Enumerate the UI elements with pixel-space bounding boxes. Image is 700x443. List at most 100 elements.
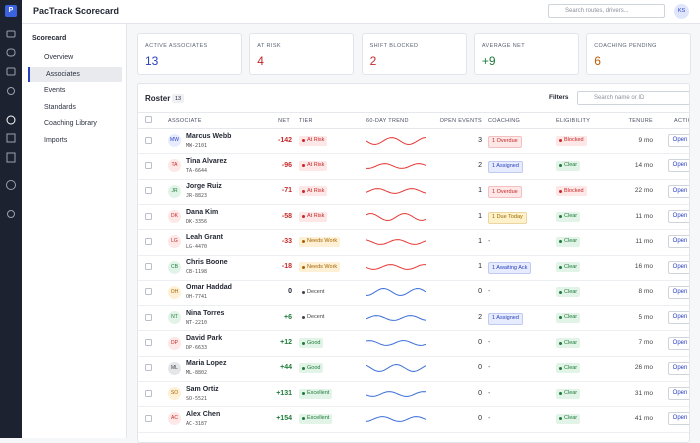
sparkline-path	[366, 238, 426, 245]
column-header: COACHING	[488, 118, 521, 124]
net-score: -58	[281, 212, 292, 220]
trend-sparkline	[366, 314, 426, 321]
open-events: 1	[478, 237, 482, 245]
open-button[interactable]: Open	[668, 387, 689, 401]
row-checkbox[interactable]	[145, 288, 152, 296]
row-divider	[138, 355, 689, 357]
select-all[interactable]	[145, 116, 152, 123]
nav-item[interactable]: Associates	[28, 66, 122, 82]
associate-name: David Park	[186, 335, 223, 342]
badge-dot	[302, 240, 305, 244]
nav-item[interactable]: Imports	[44, 136, 68, 144]
eligibility-badge: Clear	[556, 236, 581, 247]
column-header: ACTIONS	[674, 118, 689, 124]
row-checkbox[interactable]	[145, 237, 152, 245]
trend-sparkline	[366, 212, 426, 221]
associate-name: Chris Boone	[186, 259, 228, 267]
open-button[interactable]: Open	[668, 285, 689, 299]
trend-sparkline	[366, 238, 426, 245]
associate-name: Leah Grant	[186, 233, 223, 241]
nav-item[interactable]: Standards	[44, 103, 76, 111]
associate-id: SO-5521	[186, 395, 208, 402]
sparkline-path	[366, 188, 426, 195]
coaching-status: -	[488, 237, 491, 245]
badge-dot	[559, 341, 562, 345]
global-search[interactable]: Search routes, drivers...	[548, 4, 665, 18]
row-checkbox[interactable]	[145, 161, 152, 169]
associate-avatar: SO	[168, 387, 181, 401]
kpi-value: 2	[369, 54, 377, 68]
open-events: 1	[478, 187, 482, 195]
tier-badge: Excellent	[299, 413, 333, 424]
badge-dot	[559, 417, 562, 421]
roster-search[interactable]: Search name or ID	[577, 91, 689, 105]
associate-id: OH-7741	[186, 294, 208, 301]
open-button[interactable]: Open	[668, 311, 689, 325]
sparkline-path	[366, 136, 426, 145]
nav-item[interactable]: Overview	[44, 54, 74, 61]
net-score: +131	[276, 389, 292, 397]
open-events: 1	[478, 212, 482, 220]
row-divider	[138, 431, 689, 433]
kpi-label: ACTIVE ASSOCIATES	[145, 43, 208, 49]
row-checkbox[interactable]	[145, 212, 152, 220]
tenure: 22 mo	[634, 187, 653, 195]
eligibility-badge: Clear	[556, 338, 581, 348]
kpi-card: SHIFT BLOCKED 2	[361, 33, 467, 75]
open-button[interactable]: Open	[668, 260, 689, 274]
kpi-card: COACHING PENDING 6	[586, 33, 692, 75]
eligibility-badge: Clear	[556, 413, 581, 424]
filters-button[interactable]: Filters	[549, 94, 569, 101]
coaching-status: 1 Overdue	[488, 186, 522, 199]
badge-dot	[302, 341, 305, 345]
row-checkbox[interactable]	[145, 339, 152, 346]
open-events: 0	[478, 339, 482, 346]
row-checkbox[interactable]	[145, 187, 152, 195]
row-checkbox[interactable]	[145, 389, 152, 397]
nav-item[interactable]: Coaching Library	[44, 120, 97, 127]
associate-name: Jorge Ruiz	[186, 183, 222, 191]
associate-name: Sam Ortiz	[186, 385, 219, 393]
open-button[interactable]: Open	[668, 184, 689, 198]
associate-name: Alex Chen	[186, 410, 221, 418]
nav-item[interactable]: Events	[44, 87, 66, 94]
badge-dot	[302, 139, 305, 143]
associate-id: NT-2210	[186, 319, 208, 326]
kpi-card: AT RISK 4	[249, 33, 355, 75]
net-score: +12	[280, 339, 292, 346]
eligibility-badge: Blocked	[556, 186, 587, 197]
open-button[interactable]: Open	[668, 235, 689, 249]
coaching-status: -	[488, 339, 491, 346]
row-checkbox[interactable]	[145, 414, 152, 422]
kpi-label: SHIFT BLOCKED	[369, 43, 419, 49]
open-button[interactable]: Open	[668, 159, 689, 173]
app-sidebar: P	[0, 0, 22, 438]
column-header: ELIGIBILITY	[556, 118, 591, 124]
kpi-value: 6	[594, 54, 601, 68]
net-score: +6	[284, 313, 292, 321]
user-avatar[interactable]: KS	[674, 4, 689, 19]
kpi-value: +9	[481, 54, 496, 68]
associate-avatar: AC	[168, 412, 181, 426]
row-checkbox[interactable]	[145, 263, 152, 271]
open-button[interactable]: Open	[668, 336, 689, 350]
trend-sparkline	[366, 390, 426, 397]
row-divider	[138, 305, 689, 307]
badge-dot	[559, 392, 562, 396]
open-button[interactable]: Open	[668, 412, 689, 426]
open-button[interactable]: Open	[668, 210, 689, 223]
open-button[interactable]: Open	[668, 361, 689, 375]
open-button[interactable]: Open	[668, 134, 689, 148]
associate-name: Maria Lopez	[186, 360, 227, 368]
row-checkbox[interactable]	[145, 313, 152, 321]
coaching-status: 1 Overdue	[488, 135, 522, 148]
column-header: ASSOCIATE	[168, 118, 202, 124]
column-header: NET	[278, 118, 290, 124]
associate-name: Dana Kim	[186, 208, 219, 216]
sparkline-path	[366, 390, 426, 397]
tier-badge: At Risk	[299, 160, 328, 171]
row-checkbox[interactable]	[145, 364, 152, 372]
row-checkbox[interactable]	[145, 136, 152, 144]
kpi-card: AVERAGE NET +9	[473, 33, 579, 75]
